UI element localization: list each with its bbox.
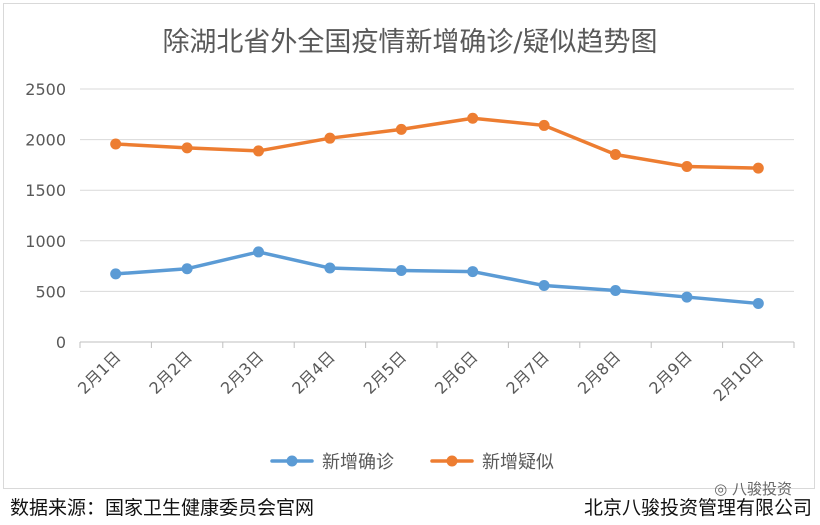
legend-marker [286,455,298,467]
x-tick-label: 2月2日 [145,347,195,397]
data-point [467,112,479,124]
x-tick-label: 2月5日 [360,347,410,397]
y-tick-label: 0 [56,333,66,352]
data-point [253,145,264,157]
legend-entry: 新增确诊 [270,452,394,473]
data-point [610,148,621,160]
data-point [324,262,336,274]
y-tick-label: 500 [35,282,66,301]
chart-frame: 除湖北省外全国疫情新增确诊/疑似趋势图 0 500 1000 1500 2000 2500… [3,3,815,489]
data-point [110,268,122,280]
series-lines [110,112,764,309]
y-tick-label: 1500 [25,181,66,200]
legend-marker [446,455,458,467]
data-point [253,246,264,258]
x-tick-label: 2月4日 [288,347,338,397]
x-tick-label: 2月10日 [709,347,767,405]
data-point [324,132,336,144]
y-tick-label: 2500 [25,80,66,99]
legend: 新增确诊 新增疑似 [270,452,554,473]
chart-title: 除湖北省外全国疫情新增确诊/疑似趋势图 [162,27,657,58]
data-point [752,162,764,174]
y-tick-label: 2000 [25,131,66,150]
gridlines [80,88,794,343]
company-name: 北京八骏投资管理有限公司 [583,497,812,519]
x-tick-label: 2月7日 [502,347,552,397]
x-tick-label: 2月9日 [645,347,695,397]
watermark-text: 八骏投资 [731,480,792,498]
wechat-icon: ◎ [714,480,732,498]
watermark: ◎ 八骏投资 [714,478,792,499]
data-point [395,123,407,135]
data-point [467,266,479,278]
series-line [113,116,761,170]
legend-entry: 新增疑似 [430,452,554,473]
legend-label: 新增疑似 [482,452,554,473]
x-tick-label: 2月3日 [217,347,267,397]
data-point [181,263,193,275]
series-2 [110,112,764,174]
data-source-note: 数据来源：国家卫生健康委员会官网 [10,497,315,519]
x-tick-label: 2月1日 [74,347,124,397]
data-point [538,280,550,292]
series-line [113,250,761,306]
data-point [681,161,693,173]
legend-label: 新增确诊 [322,452,394,473]
y-tick-label: 1000 [25,232,66,251]
data-point [181,142,193,154]
data-point [110,138,122,150]
x-tick-label: 2月6日 [431,347,481,397]
series-1 [110,246,764,309]
x-tick-label: 2月8日 [574,347,624,397]
data-point [395,264,407,276]
data-point [681,291,693,303]
data-point [538,119,550,131]
line-chart: 除湖北省外全国疫情新增确诊/疑似趋势图 0 500 1000 1500 2000 2500… [25,27,795,473]
data-point [752,297,764,309]
data-point [610,284,621,296]
